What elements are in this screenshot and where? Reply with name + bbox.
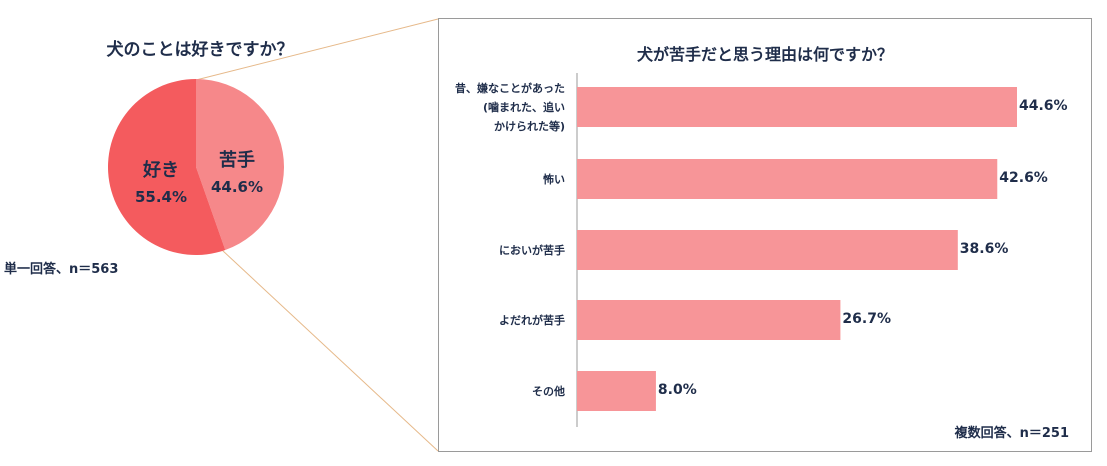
bar-category-label-1: 怖い	[543, 170, 565, 189]
pie-category-dislike: 苦手	[219, 150, 255, 171]
bar-category-label-0-line-2: かけられた等)	[493, 119, 565, 133]
connector-line-bottom	[221, 249, 439, 452]
bar-value-label-0: 44.6%	[1019, 98, 1068, 114]
pie-category-like: 好き	[143, 160, 179, 181]
pie-chart	[108, 79, 285, 255]
bar-value-label-4: 8.0%	[657, 382, 697, 398]
bar-4	[577, 371, 656, 411]
pie-sample-note: 単一回答、n＝563	[4, 262, 119, 277]
bar-1	[577, 159, 998, 199]
bar-chart	[576, 73, 1017, 427]
pie-slice-like	[108, 79, 226, 255]
bar-category-label-3: よだれが苦手	[499, 311, 565, 330]
bar-2	[577, 230, 958, 270]
pie-chart-title: 犬のことは好きですか？	[106, 40, 294, 60]
bar-value-label-1: 42.6%	[999, 170, 1048, 186]
pie-label-dislike: 苦手 44.6%	[202, 146, 272, 196]
bar-category-label-0-line-1: (噛まれた、追い	[482, 100, 565, 114]
bar-category-label-4-line-0: その他	[532, 384, 565, 398]
bar-category-label-0: 昔、嫌なことがあった (噛まれた、追いかけられた等)	[455, 79, 565, 136]
bar-category-label-4: その他	[532, 382, 565, 401]
bar-category-label-3-line-0: よだれが苦手	[499, 313, 565, 327]
bar-category-label-0-line-0: 昔、嫌なことがあった	[455, 81, 565, 95]
bar-3	[577, 300, 841, 340]
pie-value-dislike: 44.6%	[210, 178, 264, 196]
bar-value-label-2: 38.6%	[959, 241, 1009, 257]
bar-category-label-1-line-0: 怖い	[543, 172, 565, 186]
pie-slice-dislike	[196, 79, 285, 250]
bar-0	[577, 87, 1017, 127]
bar-sample-note: 複数回答、n＝251	[954, 426, 1069, 441]
bar-chart-panel: 犬が苦手だと思う理由は何ですか？ 44.6% 昔、嫌なことがあった (噛まれた、追い…	[438, 18, 1092, 452]
pie-label-like: 好き 55.4%	[126, 156, 196, 206]
bar-value-label-3: 26.7%	[842, 311, 891, 327]
bar-category-label-2: においが苦手	[499, 241, 565, 260]
connector-line-top	[195, 18, 439, 81]
bar-category-label-2-line-0: においが苦手	[499, 243, 565, 257]
bar-chart-title: 犬が苦手だと思う理由は何ですか？	[636, 45, 893, 64]
pie-value-like: 55.4%	[134, 188, 188, 206]
